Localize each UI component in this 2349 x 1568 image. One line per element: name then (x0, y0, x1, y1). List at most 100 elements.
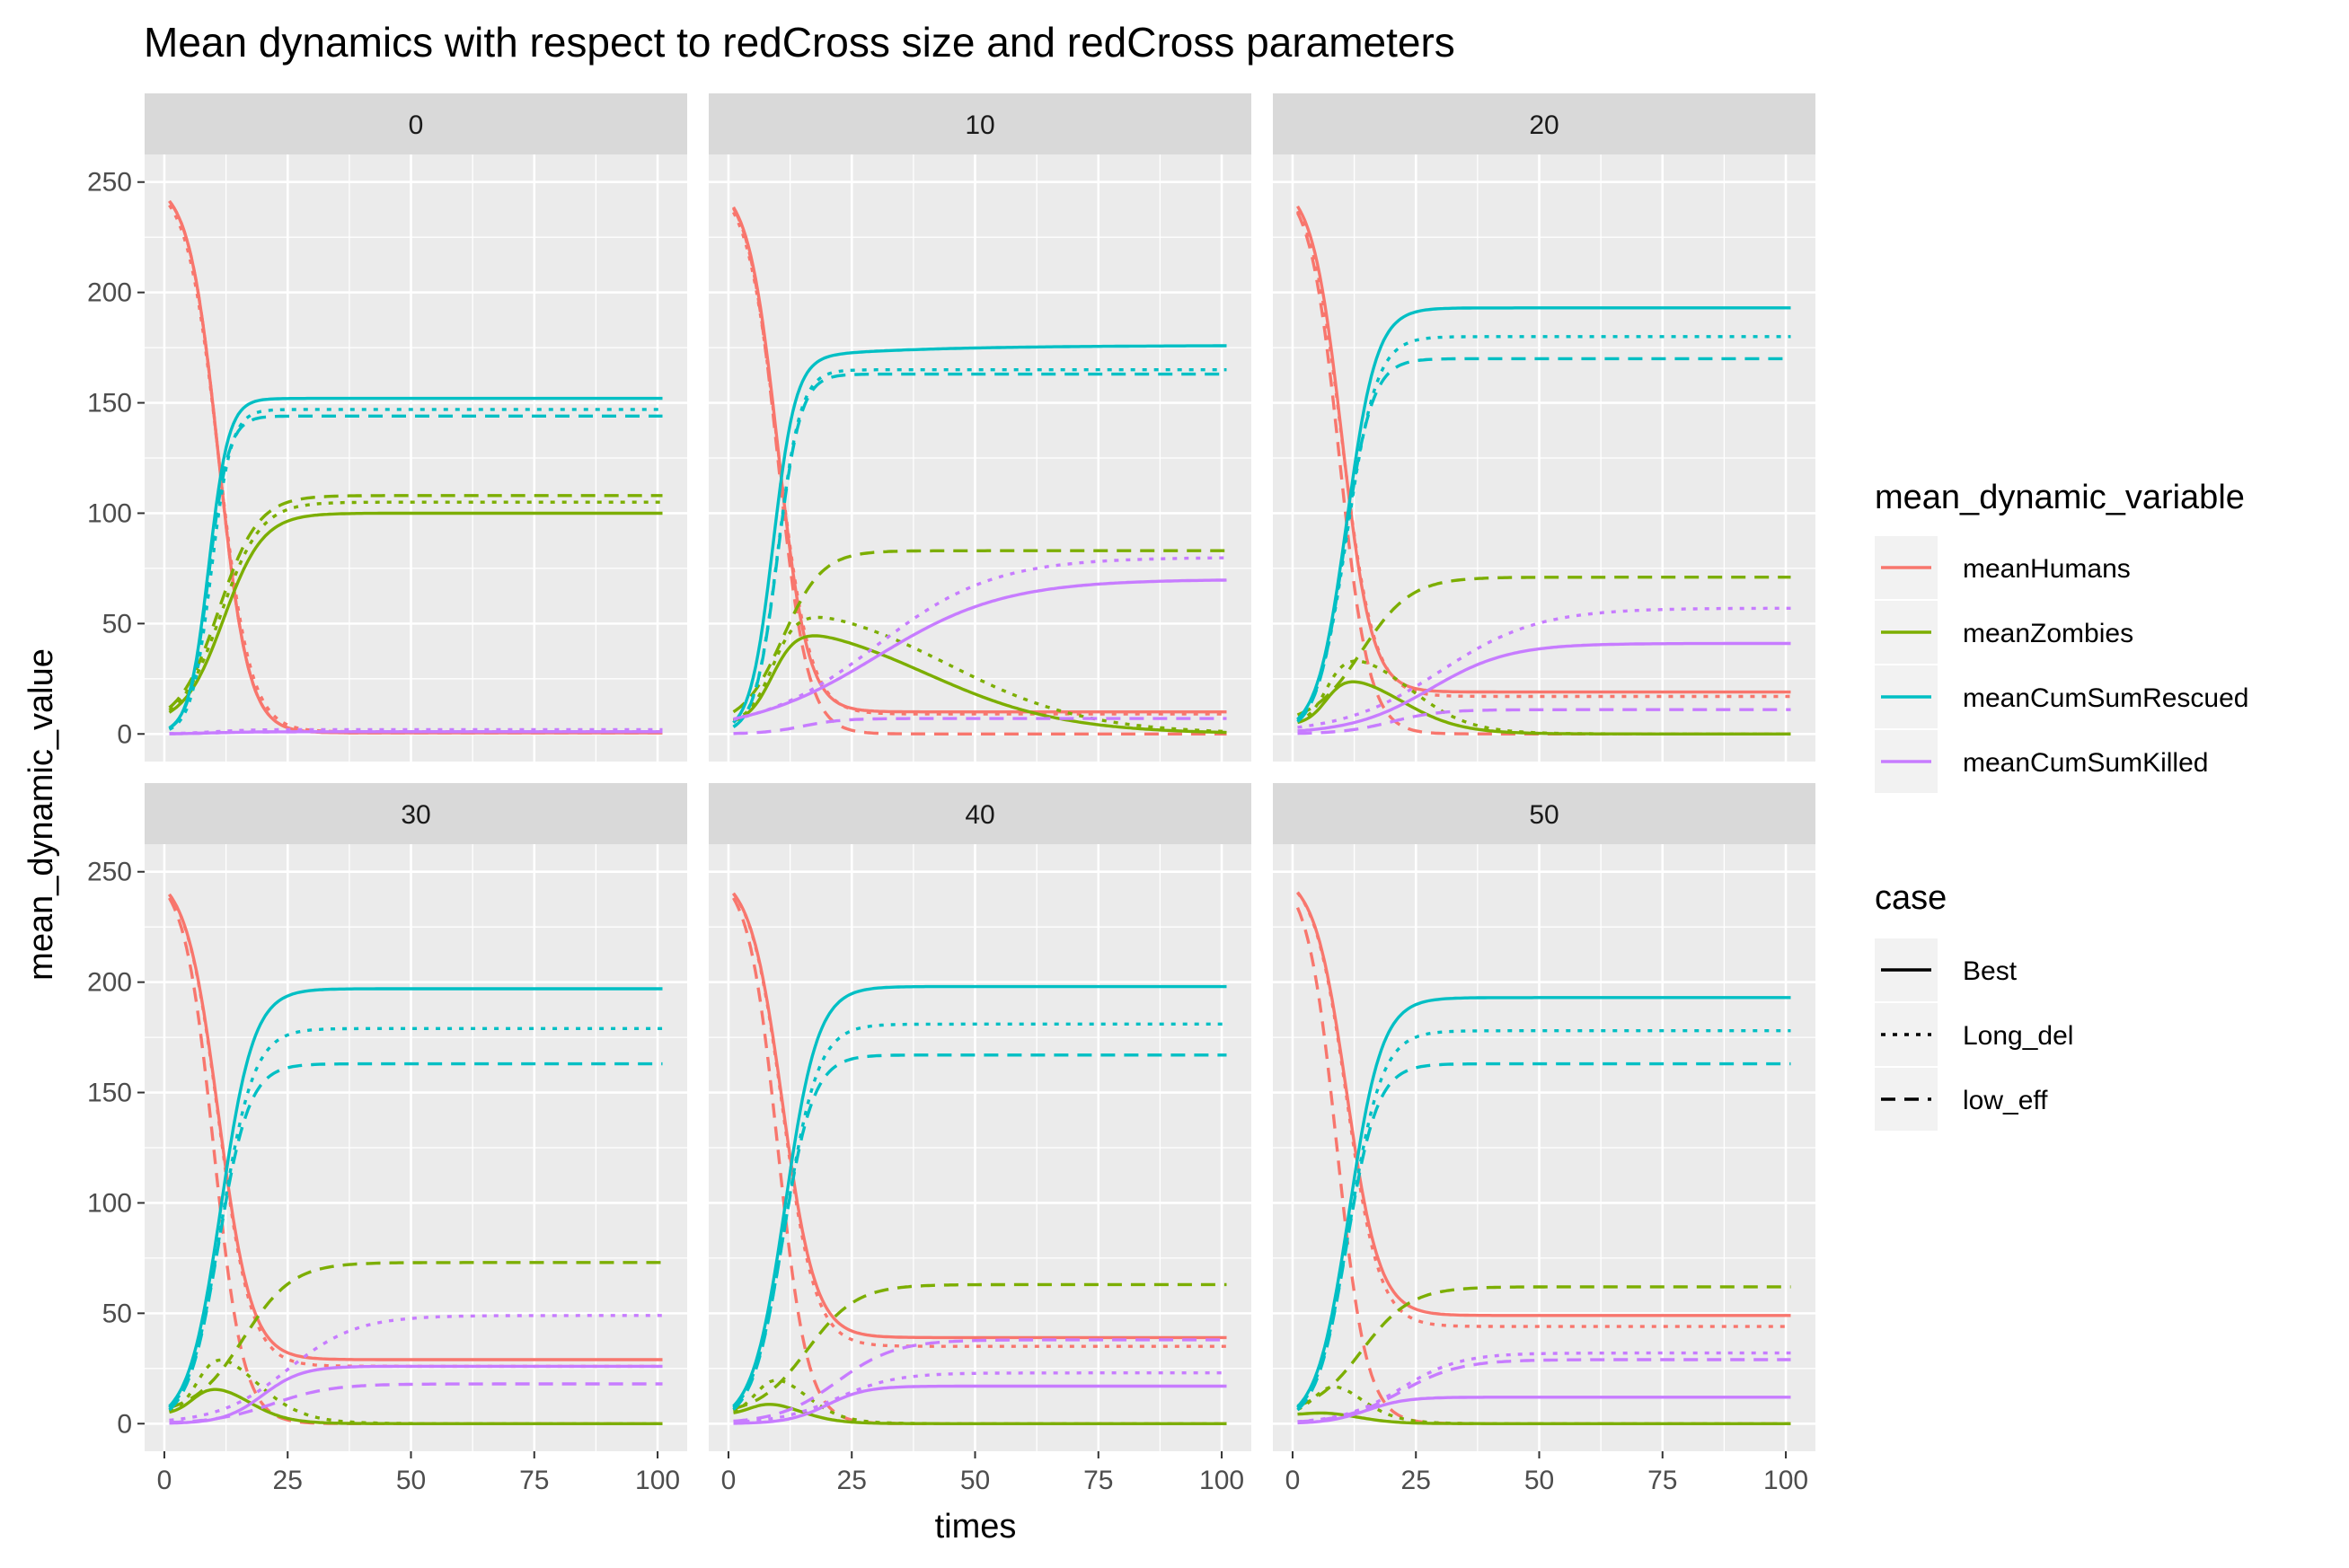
y-tick-label: 100 (87, 1188, 132, 1218)
series-line-meanHumans-Best (732, 206, 1227, 714)
facet-panel-30: 30 0 50 100 150 200 250 0 25 50 75 100 (87, 783, 687, 1495)
facet-strip-label: 10 (965, 110, 994, 140)
y-tick-label: 150 (87, 389, 132, 418)
chart-title: Mean dynamics with respect to redCross s… (144, 19, 1455, 66)
x-tick-label: 50 (960, 1466, 990, 1495)
x-tick-label: 100 (1199, 1466, 1244, 1495)
facet-panel-20: 20 (1273, 93, 1815, 762)
series-line-meanCumSumKilled-Long_del (733, 556, 1227, 721)
series-line-meanZombies-Long_del (168, 500, 663, 712)
series-line-meanCumSumKilled-low_eff (169, 1382, 663, 1424)
facet-strip-label: 0 (409, 110, 424, 140)
panel-series (168, 893, 663, 1425)
series-line-meanCumSumRescued-Long_del (168, 1026, 663, 1409)
x-tick-label: 0 (1285, 1466, 1301, 1495)
legend: mean_dynamic_variable meanHumans meanZombi… (1875, 479, 2248, 1131)
series-line-meanCumSumKilled-Best (169, 1364, 663, 1425)
series-line-meanZombies-low_eff (1296, 1285, 1791, 1408)
series-line-meanZombies-low_eff (169, 1261, 663, 1410)
series-line-meanZombies-Best (1297, 680, 1791, 736)
series-line-meanHumans-Long_del (168, 894, 663, 1369)
series-line-meanCumSumRescued-Long_del (732, 368, 1227, 728)
series-line-meanCumSumKilled-Best (1297, 1396, 1791, 1425)
panel-series (731, 206, 1227, 736)
y-tick-label: 0 (117, 719, 132, 749)
y-tick-label: 100 (87, 498, 132, 528)
series-line-meanCumSumKilled-Best (733, 578, 1227, 721)
series-line-meanHumans-Best (1296, 891, 1791, 1317)
series-line-meanCumSumRescued-low_eff (732, 372, 1227, 728)
panel-series (1295, 205, 1791, 736)
facet-panel-10: 10 (709, 93, 1251, 762)
panel-series (168, 199, 663, 736)
series-line-meanZombies-Long_del (1296, 1385, 1791, 1425)
x-tick-label: 0 (721, 1466, 737, 1495)
series-line-meanCumSumRescued-Best (168, 987, 663, 1408)
x-tick-label: 75 (1083, 1466, 1113, 1495)
x-tick-label: 50 (1524, 1466, 1554, 1495)
series-line-meanHumans-low_eff (1295, 907, 1791, 1425)
facet-strip (709, 783, 1251, 844)
series-line-meanCumSumRescued-low_eff (168, 414, 663, 730)
series-line-meanCumSumKilled-low_eff (733, 1338, 1227, 1423)
series-line-meanHumans-Best (168, 893, 663, 1361)
series-line-meanCumSumRescued-low_eff (168, 1061, 663, 1412)
x-tick-label: 0 (157, 1466, 172, 1495)
series-line-meanCumSumKilled-Long_del (733, 1371, 1227, 1424)
facet-panel-0: 0 0 50 100 150 200 250 (87, 93, 687, 762)
series-line-meanZombies-low_eff (732, 549, 1227, 714)
series-line-meanCumSumKilled-Long_del (1297, 1351, 1791, 1423)
series-line-meanCumSumKilled-Best (1297, 641, 1791, 733)
series-line-meanZombies-Best (1297, 1411, 1791, 1425)
y-tick-label: 50 (102, 1299, 132, 1328)
y-axis-title: mean_dynamic_value (22, 648, 60, 981)
y-tick-label: 200 (87, 968, 132, 998)
y-tick-label: 0 (117, 1409, 132, 1439)
series-line-meanCumSumRescued-Best (1296, 306, 1791, 721)
y-tick-label: 250 (87, 858, 132, 887)
series-line-meanCumSumRescued-Best (1296, 996, 1791, 1408)
series-line-meanCumSumKilled-low_eff (733, 717, 1227, 736)
series-line-meanCumSumKilled-Long_del (169, 727, 663, 736)
legend-label-meanCumSumRescued: meanCumSumRescued (1963, 683, 2248, 713)
panel-series (732, 892, 1227, 1425)
facet-strip (145, 783, 687, 844)
series-line-meanHumans-Long_del (1295, 210, 1791, 699)
x-tick-label: 100 (1763, 1466, 1808, 1495)
series-line-meanCumSumRescued-Long_del (1296, 335, 1791, 722)
legend-label-meanCumSumKilled: meanCumSumKilled (1963, 748, 2208, 778)
facet-strip-label: 40 (965, 800, 994, 830)
x-axis-title: times (935, 1508, 1017, 1546)
series-line-meanCumSumKilled-low_eff (1297, 708, 1791, 736)
series-line-meanHumans-Best (1296, 205, 1791, 694)
series-line-meanCumSumKilled-Best (733, 1384, 1227, 1425)
series-line-meanZombies-Best (168, 511, 663, 714)
linetype-legend-title: case (1875, 879, 1947, 917)
facet-strip (145, 93, 687, 154)
series-line-meanCumSumKilled-Long_del (1297, 606, 1791, 729)
legend-label-meanHumans: meanHumans (1963, 554, 2131, 584)
series-line-meanCumSumRescued-Best (732, 984, 1227, 1408)
y-tick-label: 250 (87, 168, 132, 198)
legend-label-Best: Best (1963, 956, 2018, 986)
facet-strip-label: 30 (401, 800, 430, 830)
facet-panel-40: 40 0 25 50 75 100 (709, 783, 1251, 1495)
series-line-meanZombies-Best (733, 1403, 1227, 1425)
series-line-meanCumSumRescued-low_eff (1296, 1061, 1791, 1412)
series-line-meanCumSumKilled-low_eff (1297, 1358, 1791, 1423)
series-line-meanHumans-low_eff (732, 207, 1227, 736)
x-tick-label: 75 (1647, 1466, 1677, 1495)
facet-strip (709, 93, 1251, 154)
x-tick-label: 25 (1401, 1466, 1431, 1495)
series-line-meanCumSumRescued-low_eff (732, 1053, 1227, 1411)
series-line-meanZombies-low_eff (1296, 576, 1791, 717)
x-tick-label: 50 (396, 1466, 426, 1495)
legend-label-Long_del: Long_del (1963, 1021, 2073, 1051)
series-line-meanZombies-low_eff (168, 494, 663, 709)
legend-label-low_eff: low_eff (1963, 1086, 2048, 1115)
series-line-meanCumSumRescued-Long_del (732, 1022, 1227, 1409)
series-line-meanCumSumRescued-Best (168, 396, 663, 729)
panel-series (1295, 891, 1791, 1425)
